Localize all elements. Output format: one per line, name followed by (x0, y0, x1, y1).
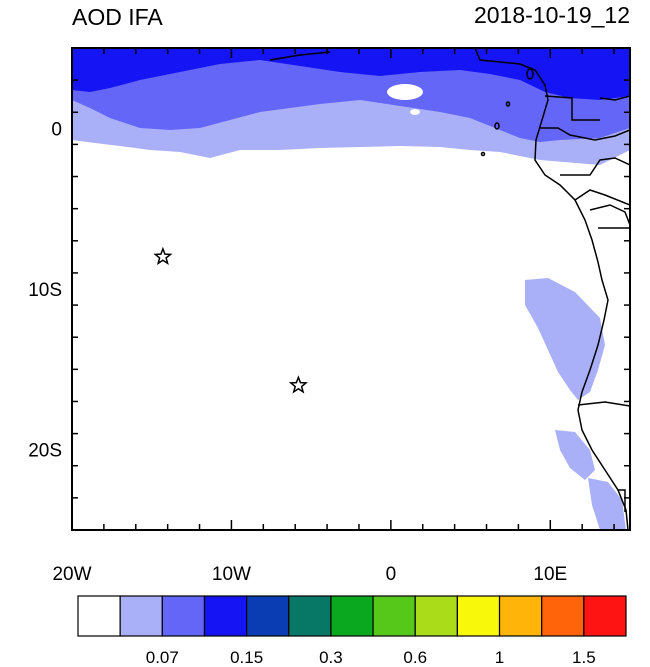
border-north (269, 51, 331, 61)
colorbar-swatch (288, 595, 332, 637)
island-1 (526, 68, 534, 80)
x-tick-label: 10W (212, 564, 251, 585)
map-datetime: 2018-10-19_12 (473, 2, 630, 28)
border-4 (574, 189, 630, 206)
aod-field (72, 48, 630, 530)
map-frame (71, 47, 631, 531)
colorbar-swatch (119, 595, 163, 637)
colorbar-swatch (77, 595, 121, 637)
colorbar-swatch (498, 595, 543, 637)
colorbar-swatch (583, 595, 627, 637)
border-3 (560, 157, 630, 176)
colorbar-label: 0.6 (403, 648, 427, 667)
colorbar-swatch (541, 595, 585, 637)
station-markers (153, 246, 308, 394)
colorbar-swatch (330, 595, 374, 637)
colorbar-label: 0.15 (230, 648, 263, 667)
colorbar-swatch (203, 595, 248, 637)
border-2 (540, 127, 630, 141)
colorbar-label: 0.07 (146, 648, 179, 667)
aod-clear-patch (387, 84, 423, 100)
border-ne (599, 95, 630, 101)
colorbar: 0.07 0.15 0.3 0.6 1 1.5 (77, 595, 627, 667)
colorbar-label: 1 (495, 648, 504, 667)
colorbar-swatch (372, 595, 416, 637)
border-8 (618, 489, 626, 512)
colorbar-swatch (161, 595, 206, 637)
coastline-africa (474, 48, 629, 530)
colorbar-swatch (456, 595, 501, 637)
x-tick-label: 20W (52, 564, 91, 585)
border-5 (589, 204, 630, 226)
star-marker-1 (153, 246, 173, 265)
aod-coastal-plume-far-south (588, 478, 626, 530)
x-tick-label: 0 (386, 564, 397, 585)
colorbar-swatch (414, 595, 458, 637)
coastline (269, 48, 630, 530)
x-tick-label: 10E (533, 564, 567, 585)
y-tick-label: 20S (28, 441, 62, 462)
aod-coastal-plume-south (555, 430, 595, 480)
island-3 (505, 101, 511, 107)
island-4 (480, 151, 486, 157)
border-7 (577, 401, 630, 407)
aod-coastal-plume (525, 278, 605, 400)
colorbar-label: 1.5 (572, 648, 596, 667)
aod-clear-patch-small (410, 109, 420, 115)
colorbar-label: 0.3 (319, 648, 343, 667)
island-2 (494, 122, 500, 130)
axis-tick-labels: 20W 10W 0 10E 0 10S 20S (28, 119, 567, 585)
star-marker-2 (288, 375, 308, 394)
axis-ticks (71, 47, 630, 531)
map-title: AOD IFA (72, 4, 163, 30)
y-tick-label: 0 (51, 119, 62, 140)
y-tick-label: 10S (28, 280, 62, 301)
border-1 (544, 95, 600, 121)
colorbar-swatch (246, 595, 290, 637)
